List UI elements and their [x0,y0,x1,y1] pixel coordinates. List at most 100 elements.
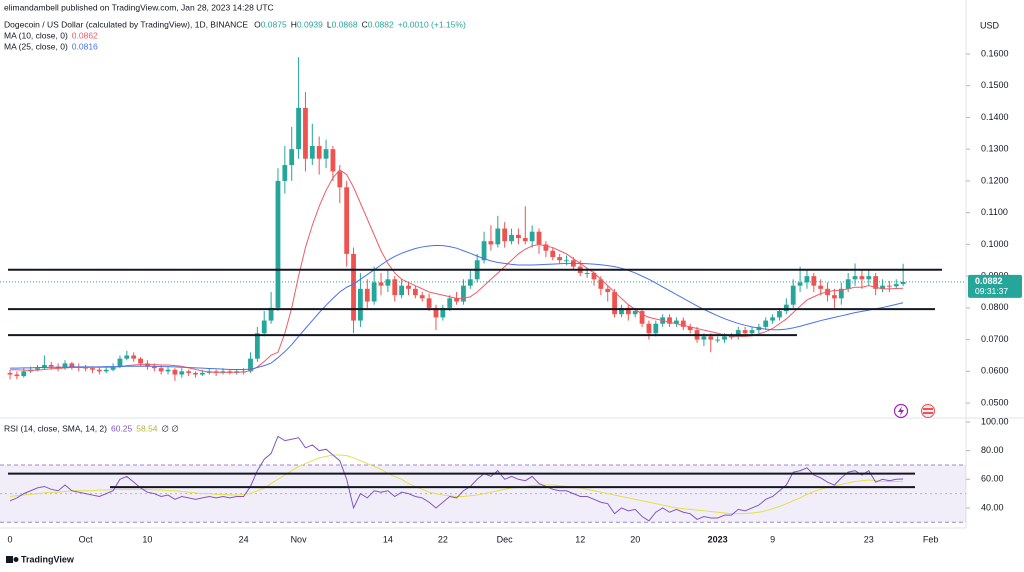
rsi-value: 60.25 [111,423,133,433]
tv-icons [893,403,935,419]
symbol-title: Dogecoin / US Dollar (calculated by Trad… [4,19,248,29]
candle-body [454,298,459,302]
flag-stripe [923,412,933,414]
candle-body [612,291,617,315]
candle-body [639,311,645,324]
x-tick-label: Oct [79,534,94,544]
candle-body [344,187,350,254]
lightning-glyph [898,406,904,416]
candle-body [811,276,817,286]
candle-body [254,333,260,359]
rsi-extra: ∅ ∅ [162,423,180,433]
candle-body [742,330,748,334]
x-tick-label: 2023 [708,534,728,544]
lightning-icon[interactable] [893,403,909,419]
x-tick-label: 20 [630,534,640,544]
candle-body [193,372,198,375]
tv-logo [6,556,19,563]
candle-body [715,339,721,341]
x-tick-label: 22 [438,534,448,544]
candle-body [385,279,391,286]
y-tick-label: 0.1400 [981,112,1009,122]
candle-body [158,368,164,372]
candle-body [392,279,398,296]
x-tick-label: Dec [497,534,514,544]
flag-icon[interactable] [921,404,935,418]
legend-entry: MA (25, close, 0) [4,41,68,51]
candle-body [770,317,776,321]
x-tick-label: 12 [575,534,585,544]
x-tick-label: 14 [383,534,393,544]
rsi-line [9,435,904,522]
candle-body [481,241,487,261]
rsi-y-tick-label: 40.00 [981,502,1004,512]
candle-body [625,307,631,315]
candle-body [172,369,178,375]
candle-body [852,276,858,280]
candle-body [838,288,844,299]
candle-body [309,145,315,159]
candle-body [845,279,851,289]
candle-body [186,371,192,373]
publisher: elimandambell published on TradingView.c… [4,2,274,12]
candle-body [495,228,501,245]
candle-body [488,241,494,245]
ohlc-value: 0.0939 [297,19,323,29]
candle-body [763,320,769,327]
footer-logo: TradingView [21,554,75,564]
x-tick-label: 0 [8,534,13,544]
candle-body [440,307,446,318]
candle-body [832,295,837,299]
candle-body [735,330,741,337]
x-tick-label: 24 [239,534,249,544]
candle-body [41,364,47,369]
candle-body [804,276,810,283]
y-tick-label: 0.1000 [981,239,1009,249]
candle-body [584,272,590,274]
candle-body [536,231,542,245]
candle-body [21,371,27,377]
candle-body [35,368,40,370]
y-tick-label: 0.0700 [981,334,1009,344]
candle-body [90,368,95,370]
candle-body [138,358,143,364]
ohlc-value: 0.0882 [368,19,394,29]
candle-body [179,371,185,375]
candle-body [632,311,638,315]
candle-body [502,228,508,242]
candle-body [467,279,473,286]
rsi-sma-line [9,454,904,515]
candle-body [447,298,453,308]
candle-body [564,260,569,262]
currency: USD [980,20,1000,30]
candle-body [316,145,322,159]
candle-body [103,369,109,372]
candle-body [880,285,885,289]
candle-body [591,272,597,280]
x-tick-label: 9 [770,534,775,544]
candle-body [722,336,727,340]
candle-body [708,336,714,340]
x-tick-label: Nov [291,534,308,544]
candle-body [674,320,679,324]
candle-body [777,311,782,318]
candle-body [69,363,75,367]
ohlc-value: 0.0868 [332,19,358,29]
ohlc-key: O [254,19,261,29]
candle-body [900,281,906,285]
candle-body [323,149,329,159]
ohlc-value: 0.0875 [261,19,287,29]
candle-body [550,250,556,258]
candle-body [419,295,425,299]
candle-body [96,369,102,372]
rsi-sma-value: 58.54 [136,423,158,433]
candle-body [358,288,363,321]
candle-body [117,358,123,367]
legend-entry: MA (10, close, 0) [4,30,68,40]
candle-body [893,284,899,287]
candle-body [351,253,356,321]
candle-body [399,285,405,296]
candle-body [406,285,411,289]
candle-body [680,320,686,327]
candle-body [433,307,439,318]
